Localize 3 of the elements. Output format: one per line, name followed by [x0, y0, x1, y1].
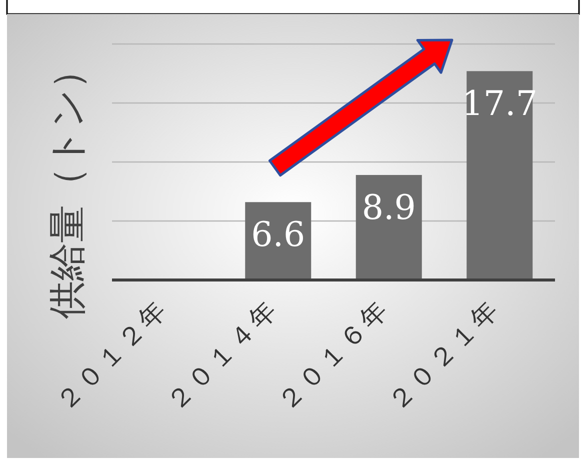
- y-axis-title: 供給量（トン）: [45, 51, 89, 319]
- data-label: 8.9: [362, 188, 416, 228]
- data-label: 6.6: [251, 215, 306, 256]
